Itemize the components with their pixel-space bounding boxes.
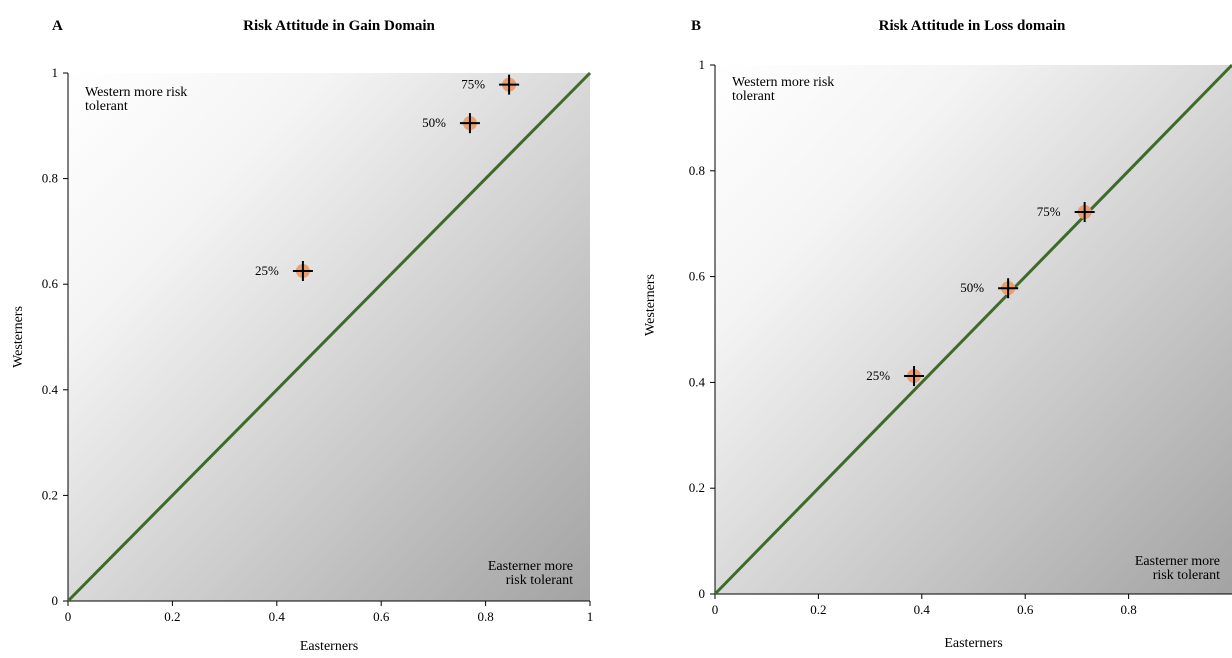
panel-letter: B (691, 18, 701, 34)
region-label-easterner: Easterner more (488, 559, 573, 574)
y-tick-label: 0.6 (42, 276, 59, 291)
x-tick-label: 0.6 (373, 609, 390, 624)
region-label-western: Western more risk (85, 85, 187, 100)
y-tick-label: 0.4 (42, 382, 59, 397)
region-label-easterner: risk tolerant (1153, 568, 1220, 583)
point-label: 25% (866, 368, 890, 383)
y-tick-label: 0.8 (689, 163, 705, 178)
x-tick-label: 0.4 (914, 602, 931, 617)
chart-title: Risk Attitude in Gain Domain (243, 18, 435, 34)
x-axis-title: Easterners (944, 636, 1002, 651)
x-tick-label: 1 (587, 609, 594, 624)
y-tick-label: 0.2 (42, 487, 58, 502)
y-tick-label: 0.8 (42, 171, 58, 186)
x-tick-label: 0.4 (269, 609, 286, 624)
region-label-western: tolerant (85, 99, 128, 114)
region-label-easterner: risk tolerant (506, 573, 573, 588)
x-axis-title: Easterners (300, 639, 358, 653)
y-axis-title: Westerners (11, 306, 26, 368)
chart-panel-a: 0 0.2 0.4 0.6 0.8 1 0 0.2 0.4 0.6 0.8 1 A Risk Attitu… (11, 18, 594, 654)
x-tick-label: 0.2 (810, 602, 826, 617)
reference-line-y-equals-x (66, 71, 592, 603)
x-tick-label: 0 (712, 602, 719, 617)
y-tick-label: 0 (52, 593, 59, 608)
point-label: 50% (960, 280, 984, 295)
point-label: 75% (461, 77, 485, 92)
chart-title: Risk Attitude in Loss domain (879, 18, 1066, 34)
data-point-75pct: 75% (1037, 202, 1095, 223)
y-tick-label: 0 (699, 586, 706, 601)
y-tick-label: 0.2 (689, 480, 705, 495)
data-point-25pct: 25% (866, 366, 925, 387)
y-tick-label: 0.6 (689, 269, 706, 284)
point-label: 75% (1037, 204, 1061, 219)
region-label-western: Western more risk (732, 75, 834, 90)
region-label-western: tolerant (732, 89, 775, 104)
data-point-25pct: 25% (255, 261, 313, 281)
x-tick-label: 0.6 (1017, 602, 1034, 617)
panel-letter: A (52, 18, 63, 34)
chart-panel-b: 0 0.2 0.4 0.6 0.8 1 0 0.2 0.4 0.6 0.8 B Risk Attitud… (643, 18, 1232, 651)
y-tick-label: 0.4 (689, 374, 706, 389)
data-point-50pct: 50% (422, 113, 480, 134)
x-tick-label: 0.8 (1120, 602, 1136, 617)
data-point-75pct: 75% (461, 74, 520, 95)
data-point-50pct: 50% (960, 278, 1019, 299)
y-tick-label: 1 (52, 65, 59, 80)
reference-line-y-equals-x (713, 63, 1232, 596)
x-tick-label: 0.2 (164, 609, 180, 624)
point-label: 50% (422, 115, 446, 130)
y-tick-label: 1 (699, 57, 706, 72)
point-label: 25% (255, 263, 279, 278)
region-label-easterner: Easterner more (1135, 554, 1220, 569)
y-axis-title: Westerners (643, 274, 658, 336)
x-tick-label: 0.8 (477, 609, 493, 624)
x-tick-label: 0 (65, 609, 72, 624)
